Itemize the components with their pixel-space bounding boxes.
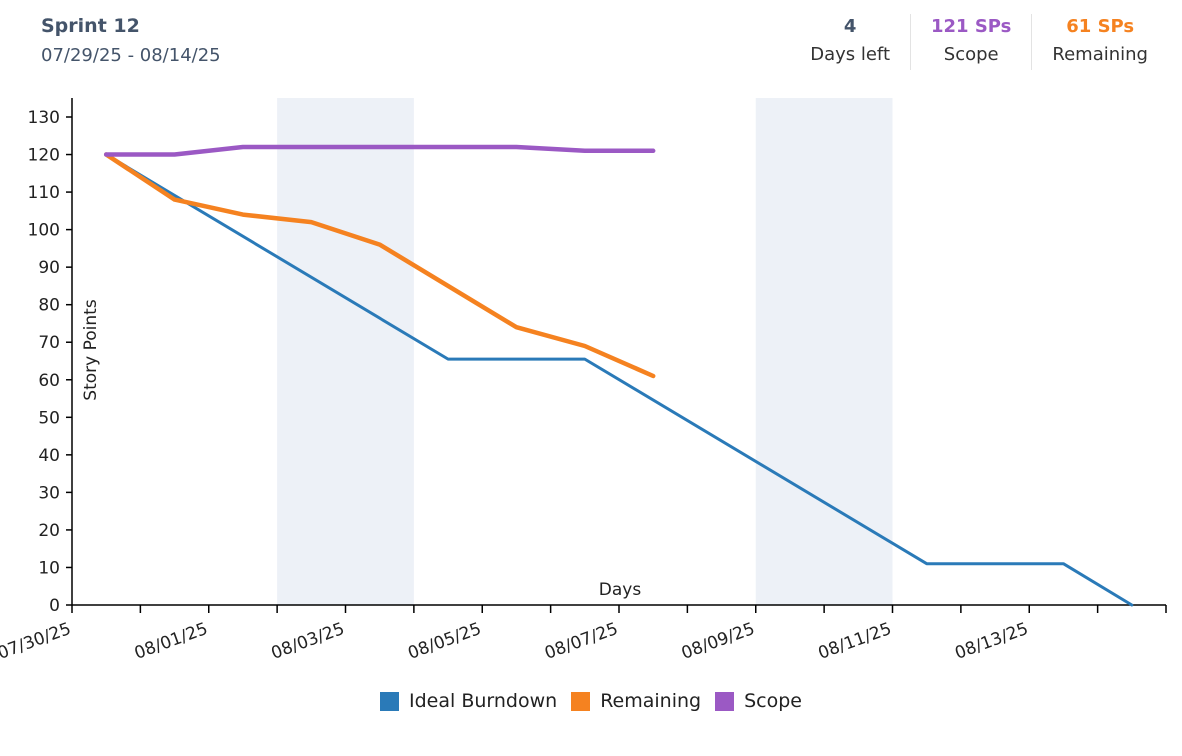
legend-label: Ideal Burndown	[409, 690, 558, 712]
weekend-band	[755, 98, 893, 605]
series-line-ideal-burndown	[104, 153, 1134, 607]
y-tick-label: 10	[38, 558, 60, 578]
weekend-band	[277, 98, 414, 605]
legend-swatch	[380, 691, 399, 711]
chart-legend: Ideal Burndown Remaining Scope	[0, 690, 1182, 712]
burndown-chart: 0 10 20 30 40 50 60 70 80 90 100 110 120 130 07/30/25 0…	[0, 98, 1167, 664]
legend-item[interactable]: Ideal Burndown	[380, 690, 557, 712]
sprint-name: Sprint 12	[41, 15, 140, 37]
legend-swatch	[571, 691, 591, 711]
x-tick-label: 08/09/25	[679, 619, 758, 664]
y-tick-label: 70	[38, 333, 60, 353]
y-tick-label: 0	[49, 596, 60, 616]
x-tick-label: 08/03/25	[269, 619, 348, 664]
y-tick-label: 30	[38, 483, 60, 503]
y-tick-label: 40	[38, 446, 60, 466]
x-tick-label: 08/01/25	[132, 619, 211, 664]
stat-label: Days left	[810, 44, 890, 65]
sprint-header: Sprint 12 07/29/25 - 08/14/25 4 Days lef…	[0, 0, 1182, 80]
sprint-stats: 4 Days left 121 SPs Scope 61 SPs Remaini…	[790, 14, 1168, 70]
x-axis-title: Days	[599, 580, 642, 600]
series-line-scope	[103, 144, 656, 157]
stat-value: 61 SPs	[1066, 16, 1135, 37]
y-tick-label: 120	[28, 146, 60, 166]
legend-label: Remaining	[600, 690, 702, 712]
legend-item[interactable]: Remaining	[571, 690, 701, 712]
stat-label: Remaining	[1052, 44, 1148, 65]
stat-value: 4	[843, 16, 857, 37]
y-tick-label: 20	[38, 521, 60, 541]
stat-label: Scope	[943, 44, 999, 65]
x-tick-label: 08/07/25	[542, 619, 621, 664]
stat-remaining: 61 SPs Remaining	[1031, 14, 1168, 70]
y-tick-label: 50	[38, 408, 60, 428]
stat-days-left: 4 Days left	[790, 14, 910, 70]
x-tick-label: 08/05/25	[405, 619, 484, 664]
x-tick-label: 08/13/25	[952, 619, 1031, 664]
x-tick-label: 07/30/25	[0, 619, 74, 664]
legend-label: Scope	[744, 690, 802, 712]
y-tick-label: 110	[28, 183, 60, 203]
y-tick-label: 60	[38, 371, 60, 391]
series-line-remaining	[103, 152, 656, 379]
legend-swatch	[715, 691, 735, 711]
sprint-dates: 07/29/25 - 08/14/25	[41, 45, 221, 66]
y-axis-title: Story Points	[81, 299, 101, 401]
y-tick-label: 130	[28, 108, 60, 128]
y-tick-label: 100	[28, 221, 60, 241]
y-tick-label: 90	[38, 258, 60, 278]
legend-item[interactable]: Scope	[715, 690, 802, 712]
stat-scope: 121 SPs Scope	[910, 14, 1031, 70]
stat-value: 121 SPs	[931, 16, 1012, 37]
x-tick-label: 08/11/25	[816, 619, 895, 664]
y-tick-label: 80	[38, 296, 60, 316]
